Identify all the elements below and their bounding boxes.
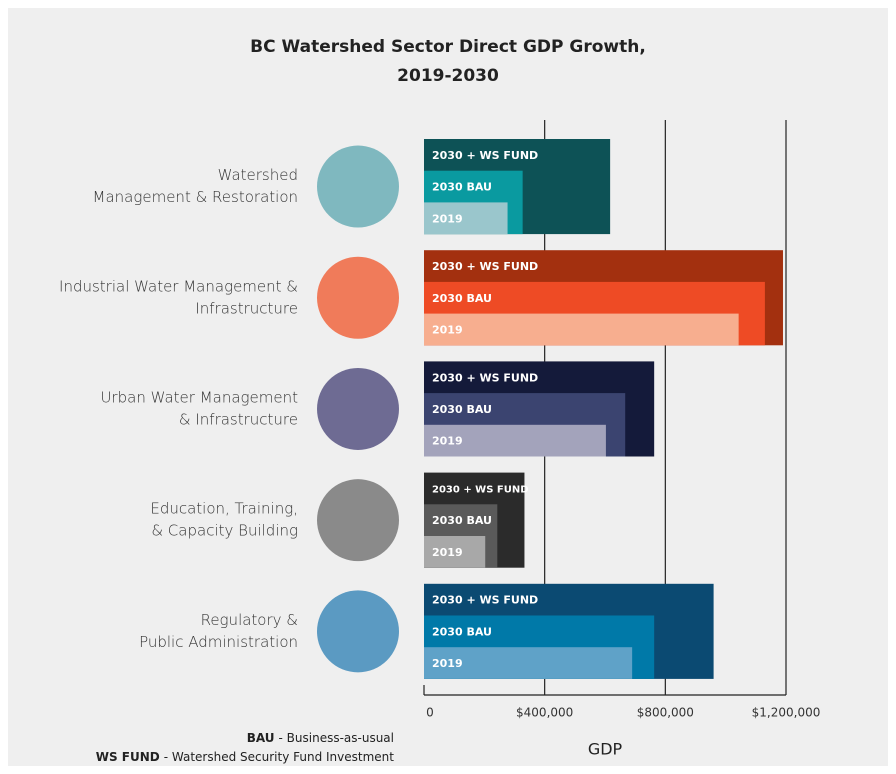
bar-label: 2030 + WS FUND bbox=[432, 484, 529, 495]
bar-label: 2019 bbox=[432, 212, 463, 225]
category-icon bbox=[317, 145, 399, 228]
note-term: WS FUND bbox=[96, 750, 160, 764]
bar-label: 2030 BAU bbox=[432, 403, 492, 416]
category-icon bbox=[317, 367, 399, 450]
note-definition: - Watershed Security Fund Investment bbox=[164, 750, 395, 764]
category-label: Management & Restoration bbox=[93, 188, 298, 206]
note-definition: - Business-as-usual bbox=[279, 731, 394, 745]
bar bbox=[424, 536, 486, 568]
x-tick-label: $800,000 bbox=[637, 706, 694, 720]
bar bbox=[424, 313, 739, 346]
category-label: & Capacity Building bbox=[151, 522, 298, 540]
category-label: & Infrastructure bbox=[179, 410, 298, 428]
bar bbox=[424, 424, 606, 457]
x-axis-title: GDP bbox=[588, 740, 623, 759]
bar-label: 2030 BAU bbox=[432, 181, 492, 194]
category-label: Watershed bbox=[218, 166, 298, 184]
x-tick-label: $400,000 bbox=[516, 706, 573, 720]
bar bbox=[424, 202, 508, 235]
category-label: Regulatory & bbox=[201, 611, 298, 629]
category-label: Public Administration bbox=[139, 633, 298, 651]
category-icon bbox=[317, 256, 399, 339]
bar-label: 2019 bbox=[432, 546, 463, 559]
bar-label: 2030 + WS FUND bbox=[432, 594, 538, 607]
note: BAU - Business-as-usual bbox=[247, 731, 394, 745]
x-tick-label: 0 bbox=[426, 706, 434, 720]
chart-title: 2019-2030 bbox=[397, 66, 499, 86]
bar-label: 2019 bbox=[432, 657, 463, 670]
note: WS FUND - Watershed Security Fund Investm… bbox=[96, 750, 395, 764]
category-label: Industrial Water Management & bbox=[59, 277, 298, 295]
bar-label: 2030 + WS FUND bbox=[432, 149, 538, 162]
category-label: Infrastructure bbox=[195, 299, 298, 317]
bar-label: 2019 bbox=[432, 323, 463, 336]
note-term: BAU bbox=[247, 731, 275, 745]
chart-title: BC Watershed Sector Direct GDP Growth, bbox=[250, 37, 646, 57]
x-tick-label: $1,200,000 bbox=[752, 706, 821, 720]
category-label: Urban Water Management bbox=[100, 388, 298, 406]
bar-label: 2030 + WS FUND bbox=[432, 260, 538, 273]
category-icon bbox=[317, 479, 399, 562]
bar bbox=[424, 647, 633, 679]
category-label: Education, Training, bbox=[150, 500, 298, 518]
category-icon bbox=[317, 590, 399, 673]
bar-label: 2019 bbox=[432, 435, 463, 448]
bar-label: 2030 BAU bbox=[432, 514, 492, 527]
bar-label: 2030 BAU bbox=[432, 625, 492, 638]
bar-label: 2030 BAU bbox=[432, 292, 492, 305]
bar-label: 2030 + WS FUND bbox=[432, 371, 538, 384]
